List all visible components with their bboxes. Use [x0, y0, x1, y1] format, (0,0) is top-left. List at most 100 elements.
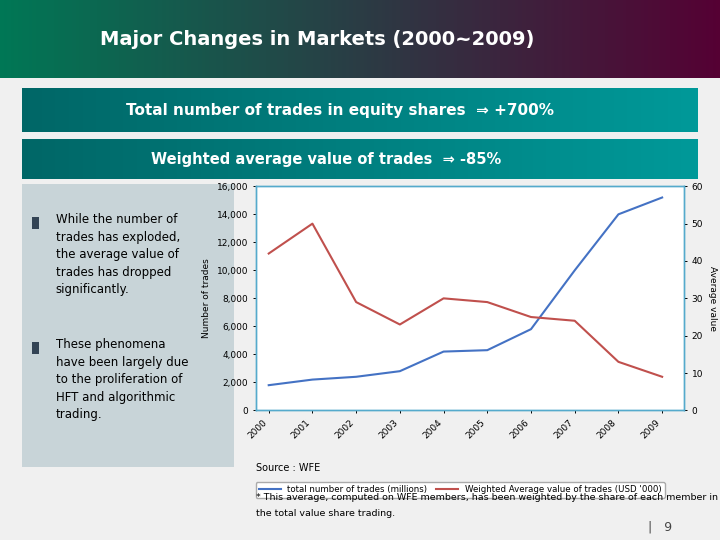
- Text: Weighted average value of trades  ⇒ -85%: Weighted average value of trades ⇒ -85%: [151, 152, 501, 166]
- Bar: [378, 0, 382, 78]
- Bar: [455, 139, 458, 179]
- Bar: [572, 0, 576, 78]
- Bar: [499, 139, 502, 179]
- Bar: [546, 88, 549, 132]
- Bar: [675, 139, 678, 179]
- Bar: [658, 139, 661, 179]
- Bar: [220, 0, 223, 78]
- Bar: [624, 139, 627, 179]
- Bar: [306, 0, 310, 78]
- Bar: [468, 139, 472, 179]
- Bar: [187, 139, 191, 179]
- Bar: [32, 342, 39, 354]
- Text: Source : WFE: Source : WFE: [256, 463, 320, 474]
- Bar: [360, 139, 364, 179]
- Bar: [61, 0, 65, 78]
- Bar: [342, 0, 346, 78]
- Bar: [455, 88, 458, 132]
- Bar: [259, 0, 263, 78]
- Bar: [465, 88, 468, 132]
- Bar: [438, 139, 441, 179]
- Bar: [451, 88, 455, 132]
- Bar: [450, 0, 454, 78]
- Bar: [216, 0, 220, 78]
- Bar: [462, 88, 465, 132]
- Bar: [299, 88, 302, 132]
- Bar: [221, 139, 225, 179]
- Bar: [377, 88, 380, 132]
- Bar: [25, 88, 28, 132]
- Bar: [313, 0, 317, 78]
- Bar: [292, 88, 296, 132]
- Bar: [97, 0, 101, 78]
- Bar: [544, 0, 547, 78]
- Bar: [157, 139, 161, 179]
- Bar: [269, 88, 272, 132]
- Bar: [76, 88, 79, 132]
- Bar: [446, 0, 450, 78]
- Bar: [187, 88, 191, 132]
- Bar: [275, 139, 279, 179]
- Bar: [716, 0, 720, 78]
- Bar: [543, 139, 546, 179]
- Bar: [317, 0, 320, 78]
- Bar: [59, 139, 62, 179]
- Bar: [117, 88, 120, 132]
- Bar: [688, 88, 692, 132]
- Bar: [122, 0, 126, 78]
- Bar: [349, 0, 353, 78]
- Bar: [479, 0, 482, 78]
- Bar: [631, 88, 634, 132]
- Bar: [263, 0, 266, 78]
- Bar: [539, 88, 543, 132]
- Bar: [533, 139, 536, 179]
- Bar: [181, 88, 184, 132]
- Bar: [396, 0, 400, 78]
- Bar: [354, 88, 356, 132]
- Bar: [316, 88, 320, 132]
- Bar: [475, 139, 479, 179]
- Bar: [567, 139, 570, 179]
- Bar: [148, 0, 151, 78]
- Bar: [255, 88, 258, 132]
- Bar: [107, 88, 109, 132]
- Bar: [603, 88, 607, 132]
- Bar: [573, 139, 577, 179]
- Bar: [637, 139, 641, 179]
- Bar: [457, 0, 461, 78]
- Bar: [72, 0, 76, 78]
- Bar: [713, 0, 716, 78]
- Bar: [502, 88, 505, 132]
- Bar: [32, 0, 36, 78]
- Bar: [414, 139, 418, 179]
- Bar: [658, 88, 661, 132]
- Bar: [389, 0, 392, 78]
- Bar: [340, 139, 343, 179]
- Bar: [482, 0, 486, 78]
- Text: While the number of
trades has exploded,
the average value of
trades has dropped: While the number of trades has exploded,…: [55, 213, 180, 296]
- Bar: [443, 0, 446, 78]
- Bar: [320, 88, 323, 132]
- Bar: [673, 0, 677, 78]
- Bar: [279, 88, 282, 132]
- Text: * This average, computed on WFE members, has been weighted by the share of each : * This average, computed on WFE members,…: [256, 492, 718, 502]
- Bar: [184, 0, 187, 78]
- Bar: [652, 0, 655, 78]
- Bar: [485, 88, 489, 132]
- Bar: [103, 88, 107, 132]
- Bar: [688, 0, 691, 78]
- Bar: [462, 139, 465, 179]
- Bar: [692, 88, 695, 132]
- Bar: [270, 0, 274, 78]
- Bar: [275, 88, 279, 132]
- Bar: [644, 139, 648, 179]
- Bar: [374, 88, 377, 132]
- Bar: [695, 0, 698, 78]
- Bar: [272, 139, 275, 179]
- Bar: [99, 139, 103, 179]
- Bar: [695, 88, 698, 132]
- Bar: [526, 88, 529, 132]
- Bar: [205, 0, 209, 78]
- Bar: [651, 139, 654, 179]
- Bar: [40, 0, 43, 78]
